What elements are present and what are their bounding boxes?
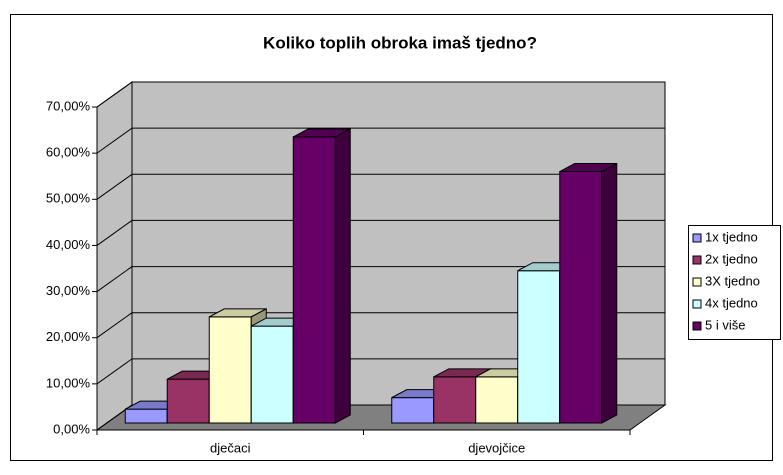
y-tick-label: 20,00% bbox=[46, 329, 91, 344]
bar-face bbox=[433, 376, 477, 424]
legend-label: 1x tjedno bbox=[705, 229, 758, 244]
y-tick-label: 40,00% bbox=[46, 237, 91, 252]
chart-title: Koliko toplih obroka imaš tjedno? bbox=[263, 33, 537, 52]
bar-face bbox=[559, 171, 603, 424]
grid-line bbox=[96, 81, 133, 108]
legend-label: 3X tjedno bbox=[705, 273, 760, 288]
legend-swatch bbox=[692, 255, 702, 265]
legend-swatch bbox=[692, 277, 702, 287]
bar bbox=[292, 128, 351, 424]
bar-face bbox=[475, 376, 519, 424]
legend-label: 2x tjedno bbox=[705, 251, 758, 266]
bar-face bbox=[208, 316, 252, 424]
bar-face bbox=[391, 397, 435, 424]
bar-face bbox=[517, 270, 561, 424]
grid-line bbox=[96, 127, 133, 154]
y-tick-label: 0,00% bbox=[53, 421, 90, 436]
legend-box bbox=[688, 225, 781, 340]
y-tick-label: 10,00% bbox=[46, 375, 91, 390]
x-tick-label: djevojčice bbox=[468, 440, 525, 455]
bar bbox=[559, 162, 618, 424]
legend-swatch bbox=[692, 299, 702, 309]
y-tick-label: 30,00% bbox=[46, 283, 91, 298]
bar-face bbox=[166, 378, 210, 424]
bar-face bbox=[124, 408, 168, 424]
grid-line bbox=[96, 358, 133, 385]
grid-line bbox=[96, 220, 133, 246]
x-tick-label: dječaci bbox=[210, 440, 251, 455]
legend-label: 5 i više bbox=[705, 317, 745, 332]
legend-label: 4x tjedno bbox=[705, 295, 758, 310]
bar-face bbox=[292, 136, 336, 424]
grid-line bbox=[96, 173, 133, 200]
grid-line bbox=[96, 266, 133, 292]
bar-face bbox=[334, 128, 351, 424]
y-tick-label: 70,00% bbox=[46, 98, 91, 113]
legend-swatch bbox=[692, 233, 702, 243]
side-wall bbox=[96, 81, 133, 431]
y-tick-label: 50,00% bbox=[46, 191, 91, 206]
y-tick-label: 60,00% bbox=[46, 145, 91, 160]
bar-face bbox=[250, 325, 294, 424]
grid-line bbox=[96, 312, 133, 339]
bar-face bbox=[601, 162, 618, 424]
legend-swatch bbox=[692, 321, 702, 331]
